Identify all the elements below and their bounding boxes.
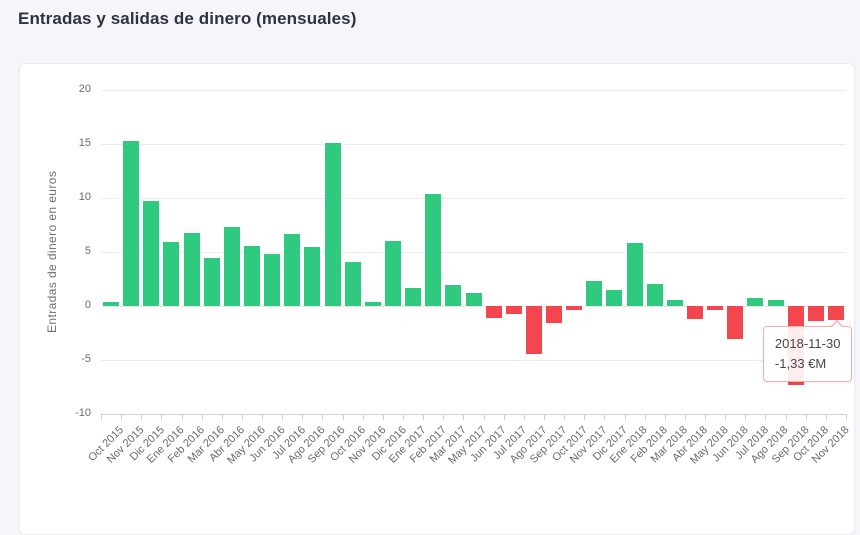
x-axis-tick bbox=[805, 414, 807, 420]
x-axis-tick bbox=[403, 414, 405, 420]
x-axis-tick bbox=[543, 414, 545, 420]
x-axis-tick bbox=[684, 414, 686, 420]
y-gridline bbox=[101, 252, 846, 253]
page-title: Entradas y salidas de dinero (mensuales) bbox=[18, 9, 357, 28]
x-axis-tick bbox=[161, 414, 163, 420]
x-axis-tick bbox=[302, 414, 304, 420]
chart-bar[interactable] bbox=[727, 306, 744, 340]
x-axis-tick bbox=[101, 414, 102, 420]
x-axis-tick bbox=[382, 414, 384, 420]
chart-bar[interactable] bbox=[203, 258, 220, 306]
chart-bar[interactable] bbox=[264, 254, 281, 306]
y-axis-label: 15 bbox=[78, 137, 91, 149]
x-axis-tick bbox=[523, 414, 525, 420]
x-axis-tick bbox=[765, 414, 767, 420]
x-axis-tick bbox=[584, 414, 586, 420]
x-axis-tick bbox=[262, 414, 264, 420]
x-axis-tick bbox=[705, 414, 707, 420]
chart-bar[interactable] bbox=[344, 261, 361, 306]
x-axis-tick bbox=[725, 414, 727, 420]
x-axis-tick bbox=[745, 414, 747, 420]
plot-area: Entradas de dinero en euros 2018-11-30 -… bbox=[45, 83, 853, 467]
chart-bar[interactable] bbox=[707, 306, 724, 311]
y-axis-label: -5 bbox=[81, 353, 91, 365]
chart-bar[interactable] bbox=[566, 306, 583, 311]
x-axis-tick bbox=[342, 414, 344, 420]
chart-bar[interactable] bbox=[586, 281, 603, 306]
chart-bar[interactable] bbox=[445, 285, 462, 306]
x-axis-tick bbox=[825, 414, 827, 420]
x-axis-tick bbox=[121, 414, 123, 420]
x-axis-tick bbox=[846, 414, 847, 420]
chart-bar[interactable] bbox=[465, 293, 482, 306]
y-axis-label: 20 bbox=[78, 83, 91, 95]
x-axis-tick bbox=[201, 414, 203, 420]
chart-bar[interactable] bbox=[163, 242, 180, 306]
chart-bar[interactable] bbox=[546, 306, 563, 324]
x-axis-tick bbox=[463, 414, 465, 420]
x-axis-tick bbox=[221, 414, 223, 420]
x-axis-tick bbox=[664, 414, 666, 420]
x-axis-tick bbox=[282, 414, 284, 420]
y-axis-label: -10 bbox=[75, 407, 91, 419]
chart-bar[interactable] bbox=[686, 306, 703, 319]
x-axis-tick bbox=[564, 414, 566, 420]
x-axis-tick bbox=[423, 414, 425, 420]
x-axis-tick bbox=[322, 414, 324, 420]
x-axis-tick bbox=[785, 414, 787, 420]
chart-bar[interactable] bbox=[244, 245, 260, 306]
x-axis-tick bbox=[624, 414, 626, 420]
x-axis-tick bbox=[141, 414, 143, 420]
chart-card: Entradas de dinero en euros 2018-11-30 -… bbox=[19, 63, 855, 535]
y-axis-label: 0 bbox=[84, 299, 91, 311]
x-axis-tick bbox=[443, 414, 445, 420]
y-axis-label: 5 bbox=[84, 245, 91, 257]
tooltip-value: -1,33 €M bbox=[774, 355, 827, 371]
chart-bar[interactable] bbox=[143, 201, 160, 306]
chart-bar[interactable] bbox=[767, 299, 784, 306]
chart-bar[interactable] bbox=[425, 193, 442, 306]
x-axis-tick bbox=[362, 414, 364, 420]
y-gridline bbox=[101, 360, 846, 361]
chart-bar[interactable] bbox=[485, 306, 502, 318]
chart-bar[interactable] bbox=[324, 142, 341, 306]
chart-bar[interactable] bbox=[364, 301, 381, 306]
chart-bar[interactable] bbox=[606, 289, 623, 306]
chart-bar[interactable] bbox=[304, 246, 321, 306]
chart-bar[interactable] bbox=[807, 306, 824, 322]
chart-bar[interactable] bbox=[405, 287, 422, 306]
chart-bar[interactable] bbox=[183, 232, 200, 306]
x-axis-tick bbox=[644, 414, 646, 420]
x-axis-tick bbox=[503, 414, 505, 420]
chart-bar[interactable] bbox=[525, 306, 542, 354]
y-gridline bbox=[101, 306, 846, 307]
tooltip-date: 2018-11-30 bbox=[774, 336, 841, 352]
chart-bar[interactable] bbox=[666, 299, 683, 306]
tooltip-arrow-icon bbox=[829, 320, 844, 329]
chart-bar[interactable] bbox=[646, 284, 663, 306]
chart-bar[interactable] bbox=[384, 241, 401, 306]
y-gridline bbox=[101, 90, 846, 91]
x-axis-tick bbox=[181, 414, 183, 420]
x-axis-tick bbox=[483, 414, 485, 420]
chart-bar[interactable] bbox=[827, 306, 844, 321]
x-axis-line bbox=[101, 414, 846, 415]
x-axis-tick bbox=[604, 414, 606, 420]
y-gridline bbox=[101, 144, 846, 145]
chart-bar[interactable] bbox=[747, 298, 764, 306]
y-axis-label: 10 bbox=[78, 191, 91, 203]
chart-bar[interactable] bbox=[123, 140, 140, 306]
chart-bar[interactable] bbox=[626, 243, 643, 306]
x-axis-tick bbox=[241, 414, 243, 420]
y-gridline bbox=[101, 198, 846, 199]
chart-bar[interactable] bbox=[505, 306, 522, 314]
chart-tooltip: 2018-11-30 -1,33 €M bbox=[762, 320, 853, 383]
chart-bar[interactable] bbox=[284, 233, 301, 306]
chart-bar[interactable] bbox=[103, 301, 120, 306]
chart-bar[interactable] bbox=[223, 227, 240, 306]
